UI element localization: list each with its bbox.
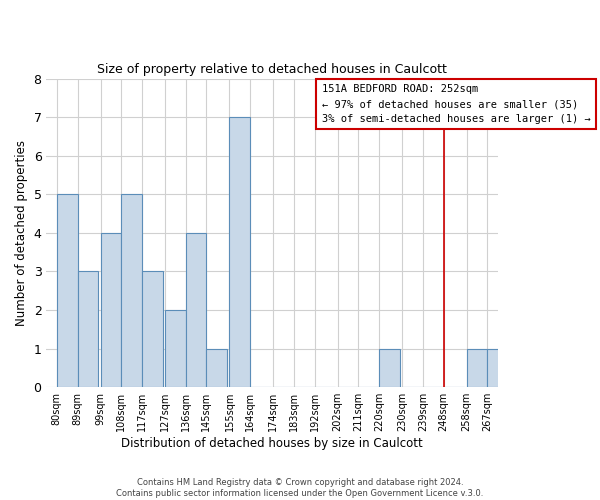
Bar xyxy=(165,310,186,387)
Title: Size of property relative to detached houses in Caulcott: Size of property relative to detached ho… xyxy=(97,63,447,76)
Bar xyxy=(379,348,400,387)
Bar xyxy=(77,272,98,387)
Bar xyxy=(121,194,142,387)
X-axis label: Distribution of detached houses by size in Caulcott: Distribution of detached houses by size … xyxy=(121,437,423,450)
Bar xyxy=(206,348,227,387)
Bar xyxy=(101,233,121,387)
Bar xyxy=(487,348,508,387)
Bar xyxy=(186,233,206,387)
Text: 151A BEDFORD ROAD: 252sqm
← 97% of detached houses are smaller (35)
3% of semi-d: 151A BEDFORD ROAD: 252sqm ← 97% of detac… xyxy=(322,84,590,124)
Bar xyxy=(57,194,77,387)
Bar xyxy=(229,117,250,387)
Text: Contains HM Land Registry data © Crown copyright and database right 2024.
Contai: Contains HM Land Registry data © Crown c… xyxy=(116,478,484,498)
Y-axis label: Number of detached properties: Number of detached properties xyxy=(15,140,28,326)
Bar xyxy=(142,272,163,387)
Bar xyxy=(467,348,487,387)
